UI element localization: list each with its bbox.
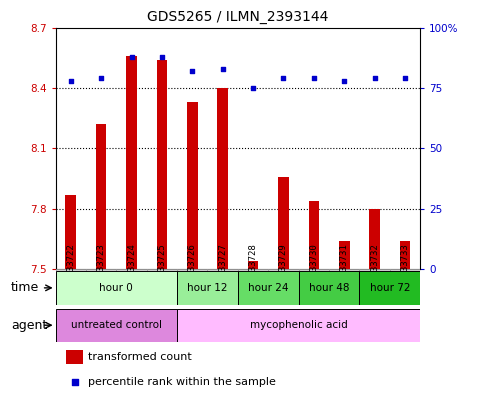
FancyBboxPatch shape [268, 269, 298, 271]
FancyBboxPatch shape [86, 269, 116, 271]
FancyBboxPatch shape [177, 271, 238, 305]
Point [97, 75, 105, 81]
FancyBboxPatch shape [238, 271, 298, 305]
Text: agent: agent [11, 319, 47, 332]
Text: hour 24: hour 24 [248, 283, 288, 293]
FancyBboxPatch shape [359, 271, 420, 305]
Text: hour 48: hour 48 [309, 283, 349, 293]
Point [67, 77, 74, 84]
Point [128, 53, 135, 60]
Text: GSM1133729: GSM1133729 [279, 243, 288, 297]
FancyBboxPatch shape [177, 309, 420, 342]
FancyBboxPatch shape [329, 269, 359, 271]
Text: untreated control: untreated control [71, 320, 162, 330]
Text: time: time [11, 281, 39, 294]
Text: GSM1133730: GSM1133730 [309, 243, 318, 297]
Point [310, 75, 318, 81]
Text: GSM1133733: GSM1133733 [400, 243, 410, 297]
Bar [309, 201, 319, 269]
Point [249, 85, 257, 91]
Text: hour 12: hour 12 [187, 283, 228, 293]
Bar [278, 176, 289, 269]
Bar [156, 60, 167, 269]
FancyBboxPatch shape [208, 269, 238, 271]
FancyBboxPatch shape [177, 269, 208, 271]
FancyBboxPatch shape [56, 271, 177, 305]
Point [71, 379, 78, 385]
Text: GSM1133726: GSM1133726 [188, 243, 197, 297]
Bar [126, 56, 137, 269]
Text: GSM1133732: GSM1133732 [370, 243, 379, 297]
Bar [217, 88, 228, 269]
Text: GSM1133727: GSM1133727 [218, 243, 227, 297]
FancyBboxPatch shape [116, 269, 147, 271]
FancyBboxPatch shape [238, 269, 268, 271]
Bar [67, 350, 83, 364]
Text: GSM1133722: GSM1133722 [66, 243, 75, 297]
Bar [96, 124, 106, 269]
FancyBboxPatch shape [390, 269, 420, 271]
Text: hour 0: hour 0 [99, 283, 133, 293]
Bar [339, 241, 350, 269]
Text: GSM1133725: GSM1133725 [157, 243, 167, 297]
FancyBboxPatch shape [56, 309, 177, 342]
Text: hour 72: hour 72 [369, 283, 410, 293]
Bar [65, 195, 76, 269]
Bar [400, 241, 411, 269]
Point [371, 75, 379, 81]
FancyBboxPatch shape [298, 271, 359, 305]
Text: GSM1133723: GSM1133723 [97, 243, 106, 297]
Point [341, 77, 348, 84]
Text: GSM1133731: GSM1133731 [340, 243, 349, 297]
Title: GDS5265 / ILMN_2393144: GDS5265 / ILMN_2393144 [147, 10, 328, 24]
Point [219, 66, 227, 72]
Point [158, 53, 166, 60]
FancyBboxPatch shape [56, 269, 86, 271]
Point [280, 75, 287, 81]
FancyBboxPatch shape [359, 269, 390, 271]
Point [188, 68, 196, 74]
FancyBboxPatch shape [298, 269, 329, 271]
Text: GSM1133724: GSM1133724 [127, 243, 136, 297]
Bar [187, 102, 198, 269]
FancyBboxPatch shape [147, 269, 177, 271]
Point [401, 75, 409, 81]
Text: transformed count: transformed count [88, 352, 192, 362]
Text: mycophenolic acid: mycophenolic acid [250, 320, 348, 330]
Text: GSM1133728: GSM1133728 [249, 243, 257, 297]
Bar [369, 209, 380, 269]
Text: percentile rank within the sample: percentile rank within the sample [88, 377, 276, 387]
Bar [248, 261, 258, 269]
